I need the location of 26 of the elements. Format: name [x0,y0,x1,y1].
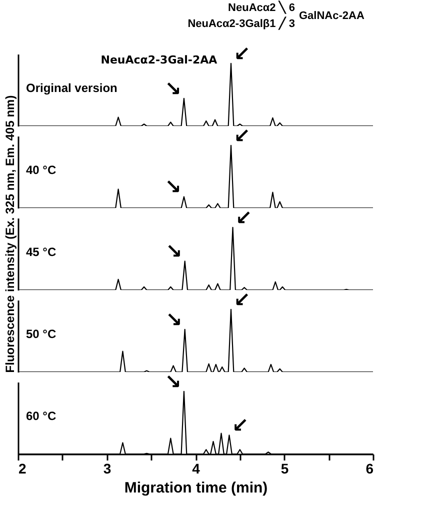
x-tick-label: 3 [103,460,112,476]
y-axis-title: Fluorescence intensity (Ex. 325 nm, Em. 405 nm) [3,95,17,373]
annotation: ↘ [164,76,182,100]
annotation: 60 °C [26,409,56,423]
annotation: ↙ [235,205,252,230]
annotation: NeuAcα2-3Gal-2AA [100,53,218,66]
annotation: ↘ [165,239,182,264]
annotation: ↘ [164,369,182,394]
text: NeuAcα2 ╲ 6 [228,0,295,14]
annotation: ↙ [234,123,250,148]
annotation: ↘ [164,174,182,199]
annotation: ↙ [234,41,250,66]
annotation: 40 °C [26,163,56,177]
x-tick-label: 6 [366,460,374,476]
x-tick-label: 5 [280,460,289,476]
annotation: 50 °C [26,327,56,341]
annotation: ↙ [232,413,249,438]
x-axis-title: Migration time (min) [124,480,268,496]
annotation: ↘ [165,307,182,332]
x-tick-label: 2 [18,460,26,476]
annotation: Original version [26,81,118,95]
annotation: ↙ [234,287,250,312]
text: NeuAcα2-3Galβ1 ╱ 3 [188,16,295,30]
x-tick-label: 4 [192,460,200,476]
text: GalNAc-2AA [299,10,364,22]
annotation: 45 °C [26,245,56,259]
